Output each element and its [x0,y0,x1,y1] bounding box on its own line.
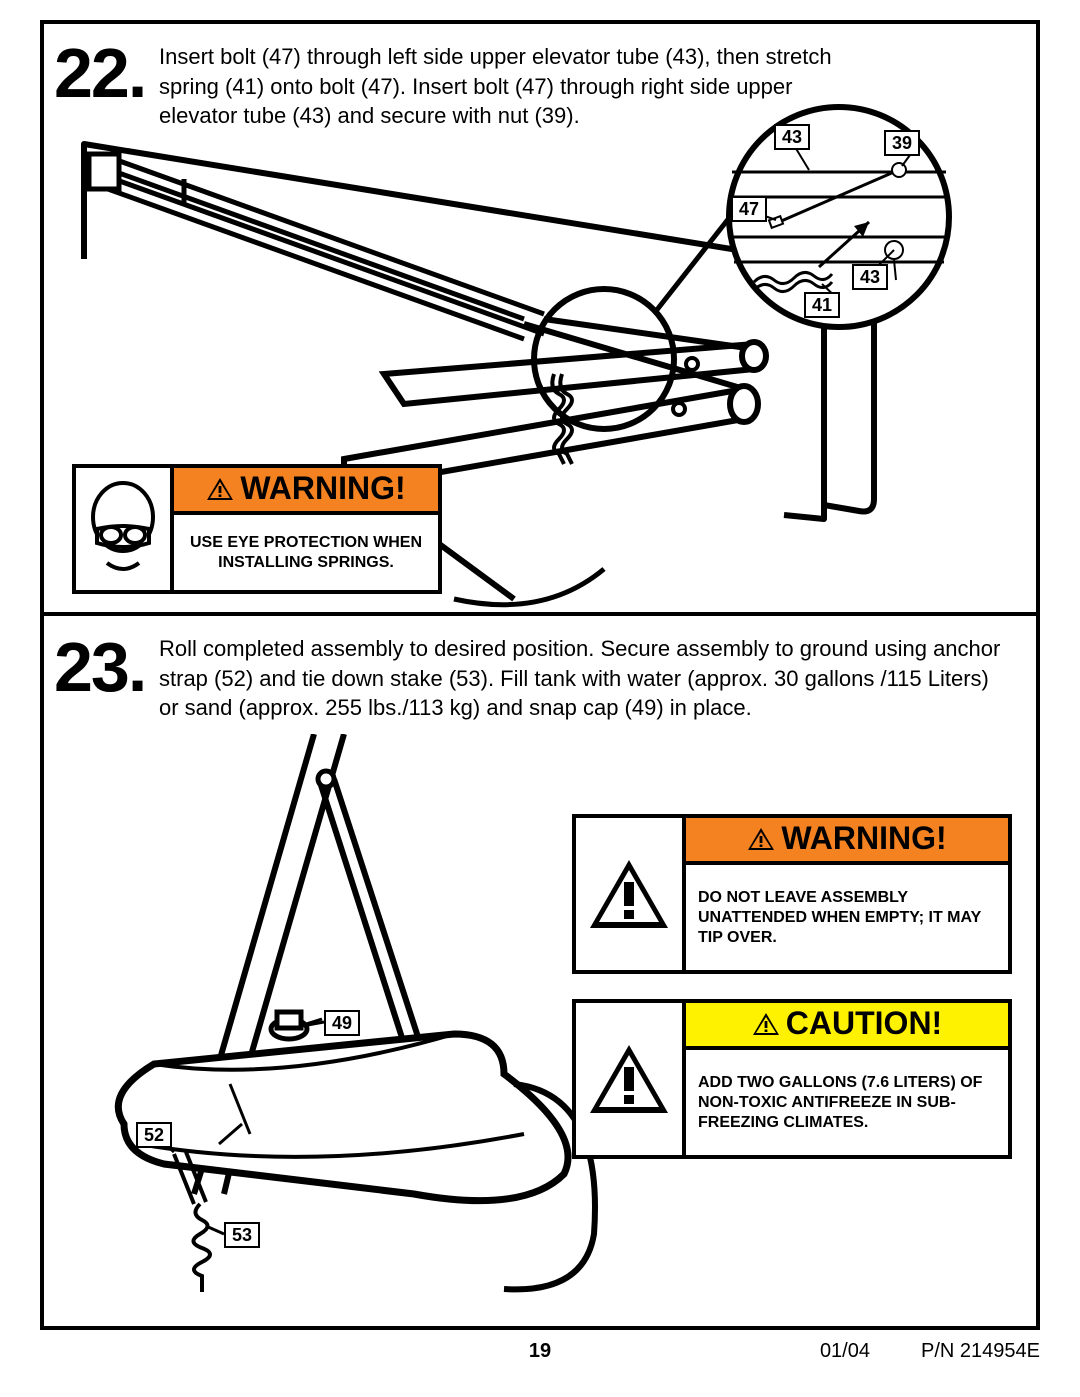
step-22-number: 22. [54,38,145,108]
alert-triangle-icon [747,827,775,851]
page-date: 01/04 [820,1340,870,1363]
step-23-number: 23. [54,632,145,702]
callout-43-bottom: 43 [852,264,888,290]
warning-header-2: WARNING! [686,818,1008,865]
callout-52: 52 [136,1122,172,1148]
callout-53: 53 [224,1222,260,1248]
callout-39: 39 [884,130,920,156]
goggles-icon [76,468,174,590]
alert-icon [576,818,686,970]
caution-header-text: CAUTION! [786,1005,942,1042]
callout-49: 49 [324,1010,360,1036]
warning-unattended-body: DO NOT LEAVE ASSEMBLY UNATTENDED WHEN EM… [686,865,1008,970]
alert-icon-2 [576,1003,686,1155]
caution-antifreeze: CAUTION! ADD TWO GALLONS (7.6 LITERS) OF… [572,999,1012,1159]
warning-header: WARNING! [174,468,438,515]
callout-41: 41 [804,292,840,318]
warning-eye-protection: WARNING! USE EYE PROTECTION WHEN INSTALL… [72,464,442,594]
part-number: P/N 214954E [921,1340,1040,1363]
caution-header: CAUTION! [686,1003,1008,1050]
alert-triangle-icon [206,477,234,501]
warning-eye-body: USE EYE PROTECTION WHEN INSTALLING SPRIN… [174,515,438,590]
page-number: 19 [40,1340,1040,1363]
caution-antifreeze-body: ADD TWO GALLONS (7.6 LITERS) OF NON-TOXI… [686,1050,1008,1155]
warning-header-2-text: WARNING! [781,820,946,857]
step-23-text: Roll completed assembly to desired posit… [159,634,1009,723]
warning-unattended: WARNING! DO NOT LEAVE ASSEMBLY UNATTENDE… [572,814,1012,974]
warning-header-text: WARNING! [240,470,405,507]
callout-47: 47 [731,196,767,222]
alert-triangle-icon [752,1012,780,1036]
section-divider [44,612,1036,616]
leader-49 [302,1016,328,1032]
page-frame: 22. Insert bolt (47) through left side u… [40,20,1040,1330]
callout-43-top: 43 [774,124,810,150]
